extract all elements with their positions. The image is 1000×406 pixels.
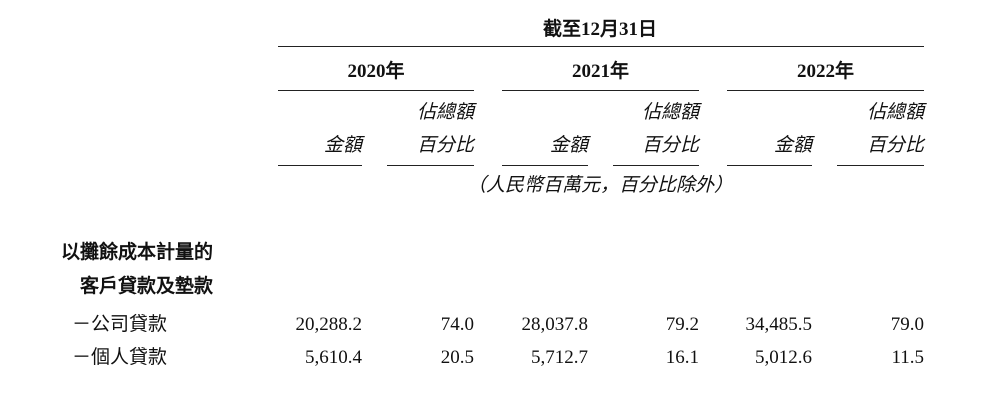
cell: 20,288.2 — [295, 314, 363, 335]
rule — [727, 90, 924, 91]
column-header: 金額 — [323, 135, 362, 156]
cell: 20.5 — [440, 347, 474, 368]
rule — [278, 46, 924, 47]
cell: 16.1 — [665, 347, 699, 368]
column-header: 佔總額 — [416, 102, 474, 123]
section-heading: 客戶貸款及墊款 — [79, 276, 213, 297]
year-header: 2020年 — [347, 61, 405, 82]
cell: 79.2 — [665, 314, 699, 335]
column-header: 佔總額 — [641, 102, 699, 123]
year-header: 2021年 — [571, 61, 629, 82]
column-header: 百分比 — [866, 135, 924, 156]
cell: 74.0 — [440, 314, 474, 335]
rule — [502, 90, 699, 91]
cell: 28,037.8 — [521, 314, 589, 335]
column-header: 金額 — [773, 135, 812, 156]
rule — [387, 165, 474, 166]
cell: 5,012.6 — [755, 347, 812, 368]
rule — [837, 165, 924, 166]
cell: 11.5 — [891, 347, 924, 368]
rule — [613, 165, 699, 166]
table-title: 截至12月31日 — [542, 19, 657, 40]
cell: 5,610.4 — [305, 347, 362, 368]
column-header: 佔總額 — [866, 102, 924, 123]
rule — [278, 165, 362, 166]
cell: 79.0 — [890, 314, 924, 335]
rule — [502, 165, 588, 166]
column-header: 百分比 — [641, 135, 699, 156]
section-heading: 以攤餘成本計量的 — [60, 242, 213, 263]
unit-note: （人民幣百萬元，百分比除外） — [466, 175, 733, 196]
cell: 34,485.5 — [745, 314, 813, 335]
rule — [727, 165, 812, 166]
row-label: －公司貸款 — [72, 314, 168, 335]
column-header: 百分比 — [416, 135, 474, 156]
rule — [278, 90, 474, 91]
year-header: 2022年 — [796, 61, 854, 82]
row-label: －個人貸款 — [72, 347, 168, 368]
cell: 5,712.7 — [531, 347, 588, 368]
column-header: 金額 — [549, 135, 588, 156]
